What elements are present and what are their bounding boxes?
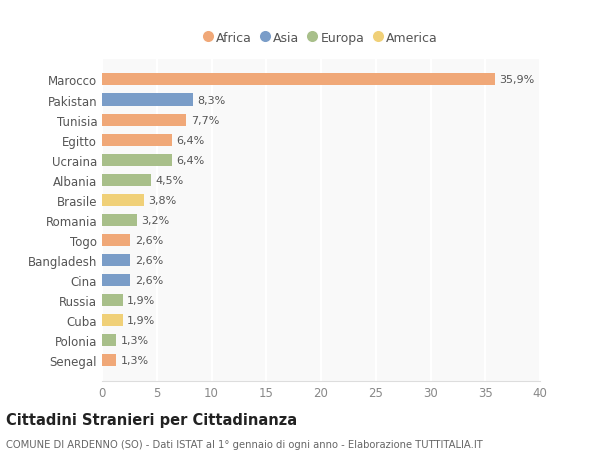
Text: 1,3%: 1,3% [121,355,149,365]
Text: 1,9%: 1,9% [127,315,155,325]
Text: 3,2%: 3,2% [142,215,170,225]
Legend: Africa, Asia, Europa, America: Africa, Asia, Europa, America [200,28,442,50]
Text: COMUNE DI ARDENNO (SO) - Dati ISTAT al 1° gennaio di ogni anno - Elaborazione TU: COMUNE DI ARDENNO (SO) - Dati ISTAT al 1… [6,440,483,449]
Bar [102,114,187,126]
Bar [102,174,151,186]
Bar [102,354,116,366]
Text: 6,4%: 6,4% [176,135,205,146]
Text: 2,6%: 2,6% [135,275,163,285]
Text: 6,4%: 6,4% [176,155,205,165]
Bar [102,334,116,347]
Text: 35,9%: 35,9% [499,75,535,85]
Bar [102,235,130,246]
Bar [102,314,123,326]
Bar [102,214,137,226]
Bar [102,154,172,166]
Text: 8,3%: 8,3% [197,95,226,105]
Bar [102,74,495,86]
Bar [102,194,143,206]
Bar [102,94,193,106]
Text: 2,6%: 2,6% [135,255,163,265]
Bar [102,254,130,266]
Bar [102,134,172,146]
Bar [102,274,130,286]
Text: Cittadini Stranieri per Cittadinanza: Cittadini Stranieri per Cittadinanza [6,413,297,428]
Text: 3,8%: 3,8% [148,196,176,205]
Text: 4,5%: 4,5% [155,175,184,185]
Text: 1,9%: 1,9% [127,295,155,305]
Text: 1,3%: 1,3% [121,336,149,345]
Text: 2,6%: 2,6% [135,235,163,245]
Text: 7,7%: 7,7% [191,115,219,125]
Bar [102,294,123,306]
